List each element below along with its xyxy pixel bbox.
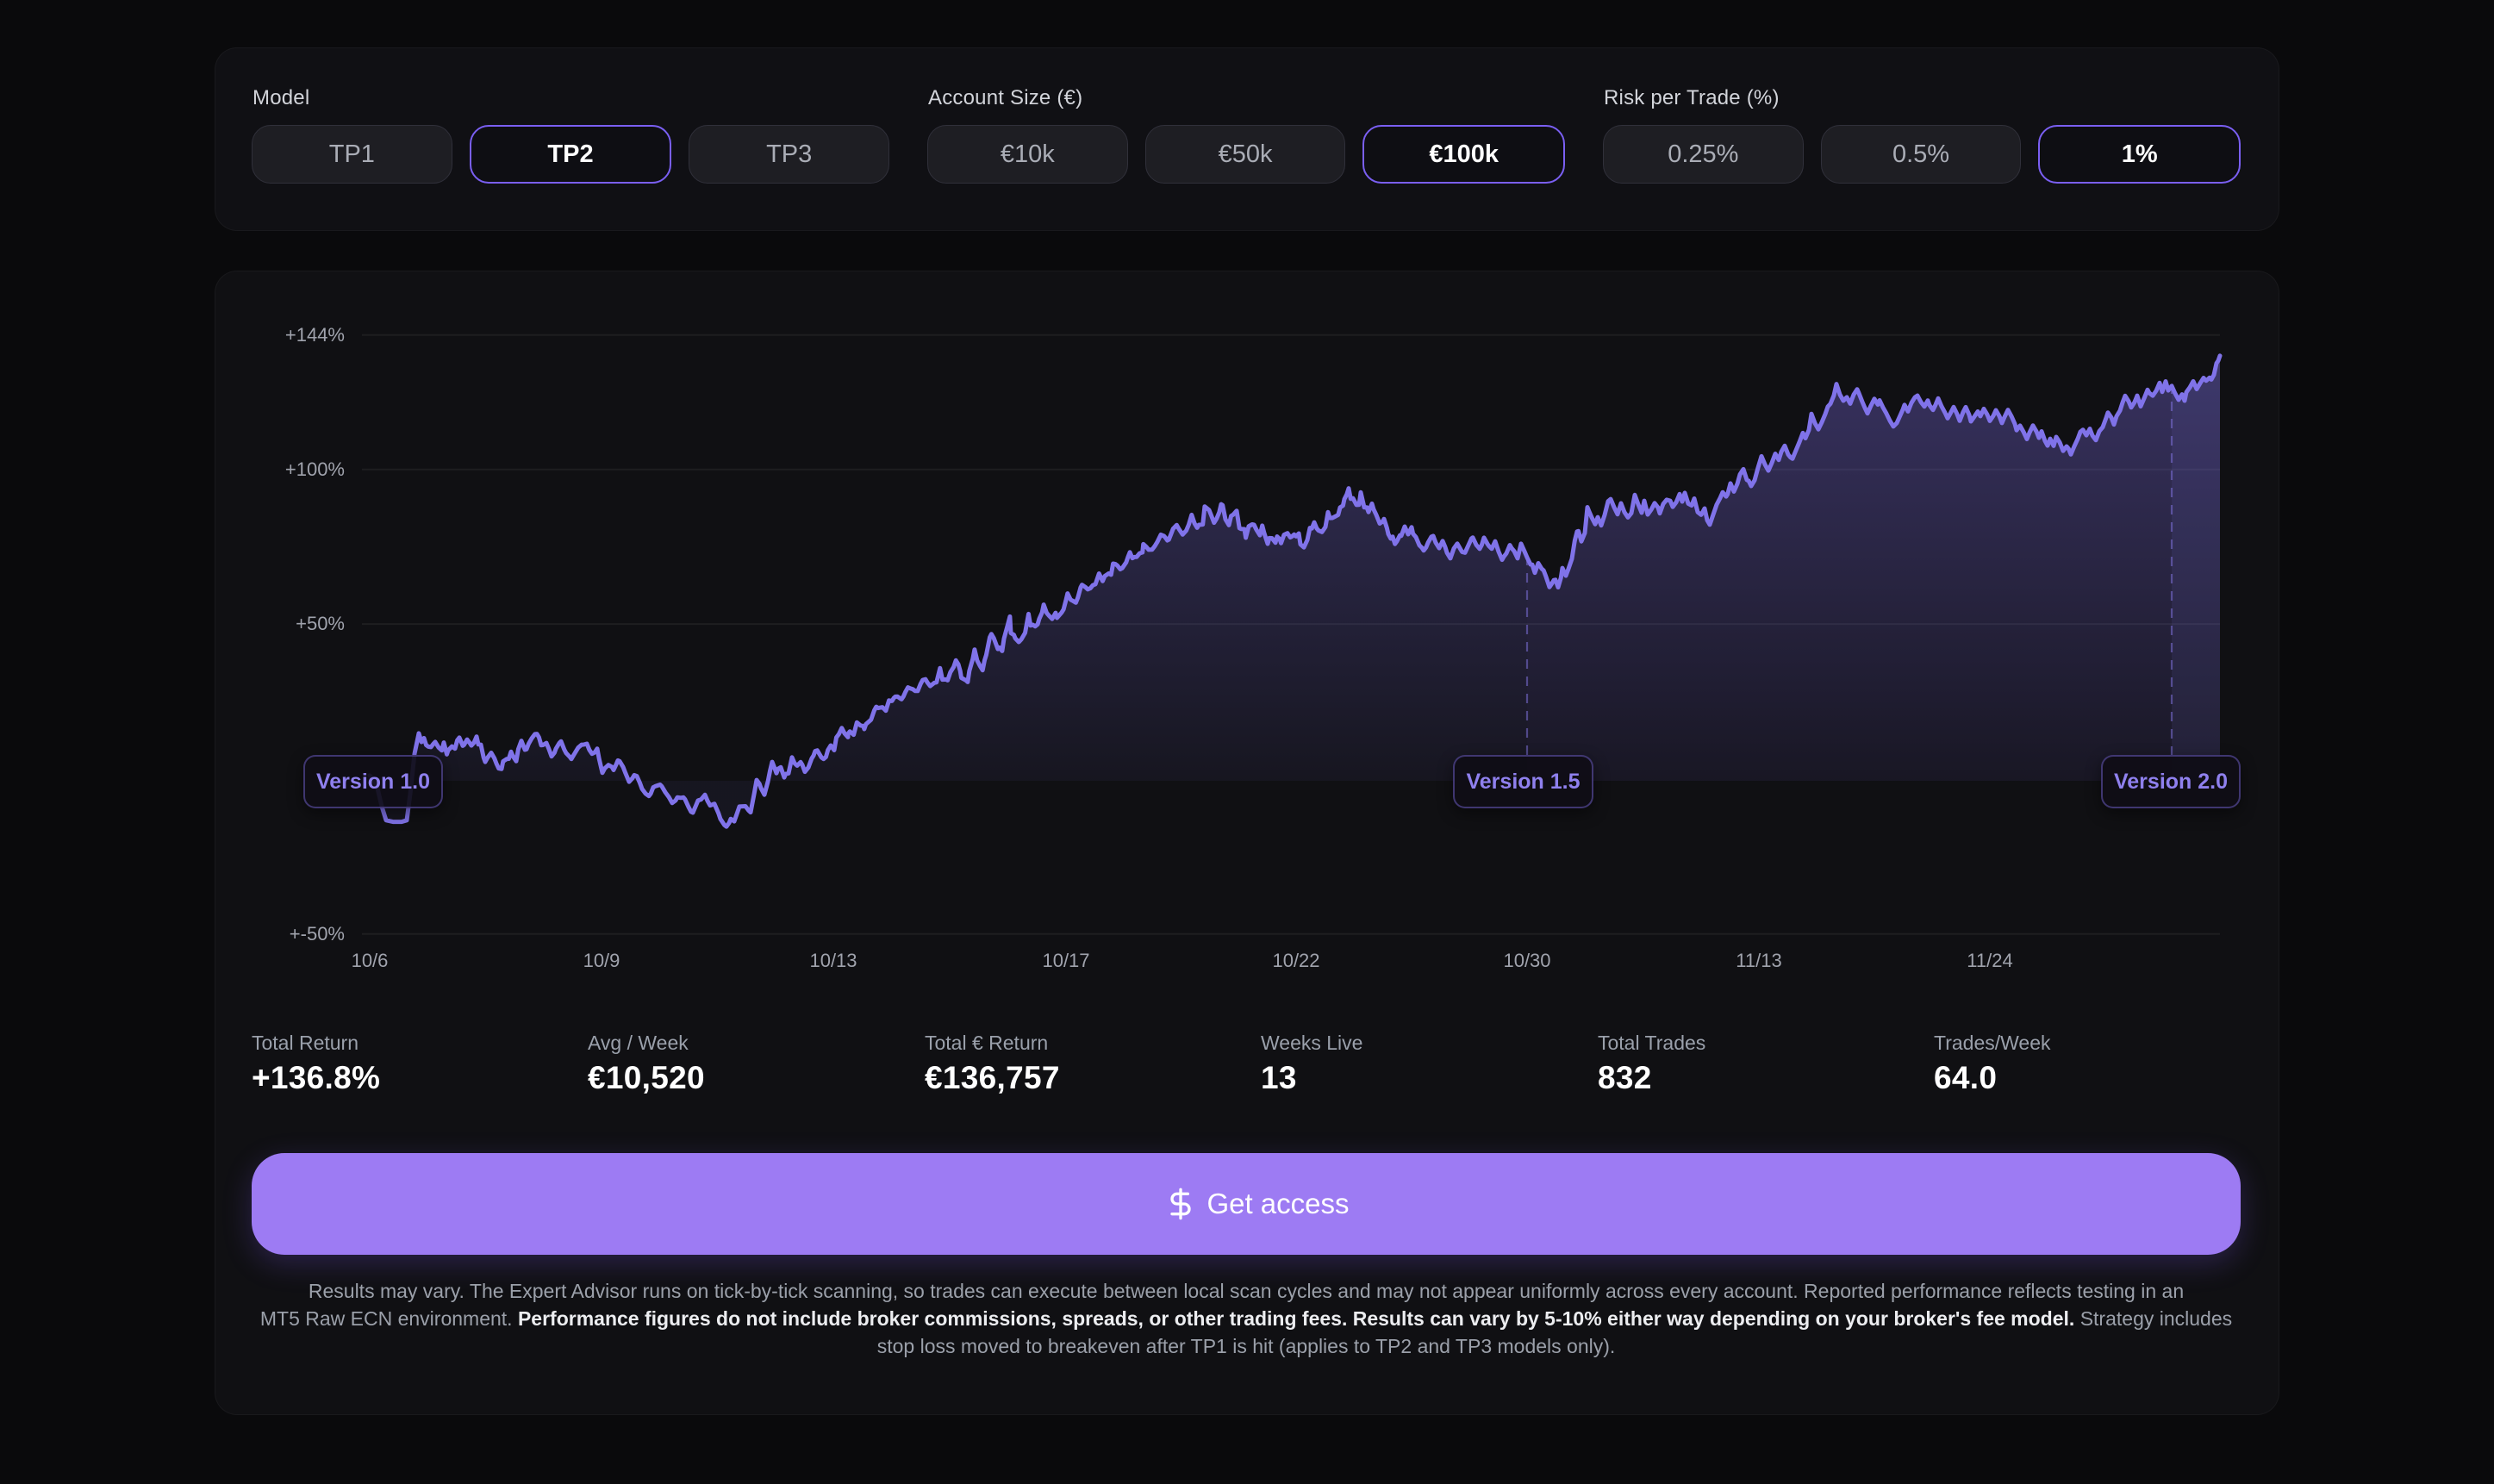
svg-text:10/22: 10/22 <box>1272 950 1319 971</box>
svg-text:10/17: 10/17 <box>1042 950 1089 971</box>
svg-text:+144%: +144% <box>285 324 345 346</box>
svg-text:10/9: 10/9 <box>583 950 620 971</box>
svg-text:10/30: 10/30 <box>1503 950 1550 971</box>
svg-text:11/13: 11/13 <box>1736 950 1781 971</box>
svg-text:10/6: 10/6 <box>352 950 389 971</box>
svg-text:10/13: 10/13 <box>809 950 857 971</box>
svg-text:+-50%: +-50% <box>290 923 345 945</box>
svg-text:+100%: +100% <box>285 458 345 480</box>
svg-text:+50%: +50% <box>296 613 345 634</box>
svg-text:11/24: 11/24 <box>1967 950 2012 971</box>
